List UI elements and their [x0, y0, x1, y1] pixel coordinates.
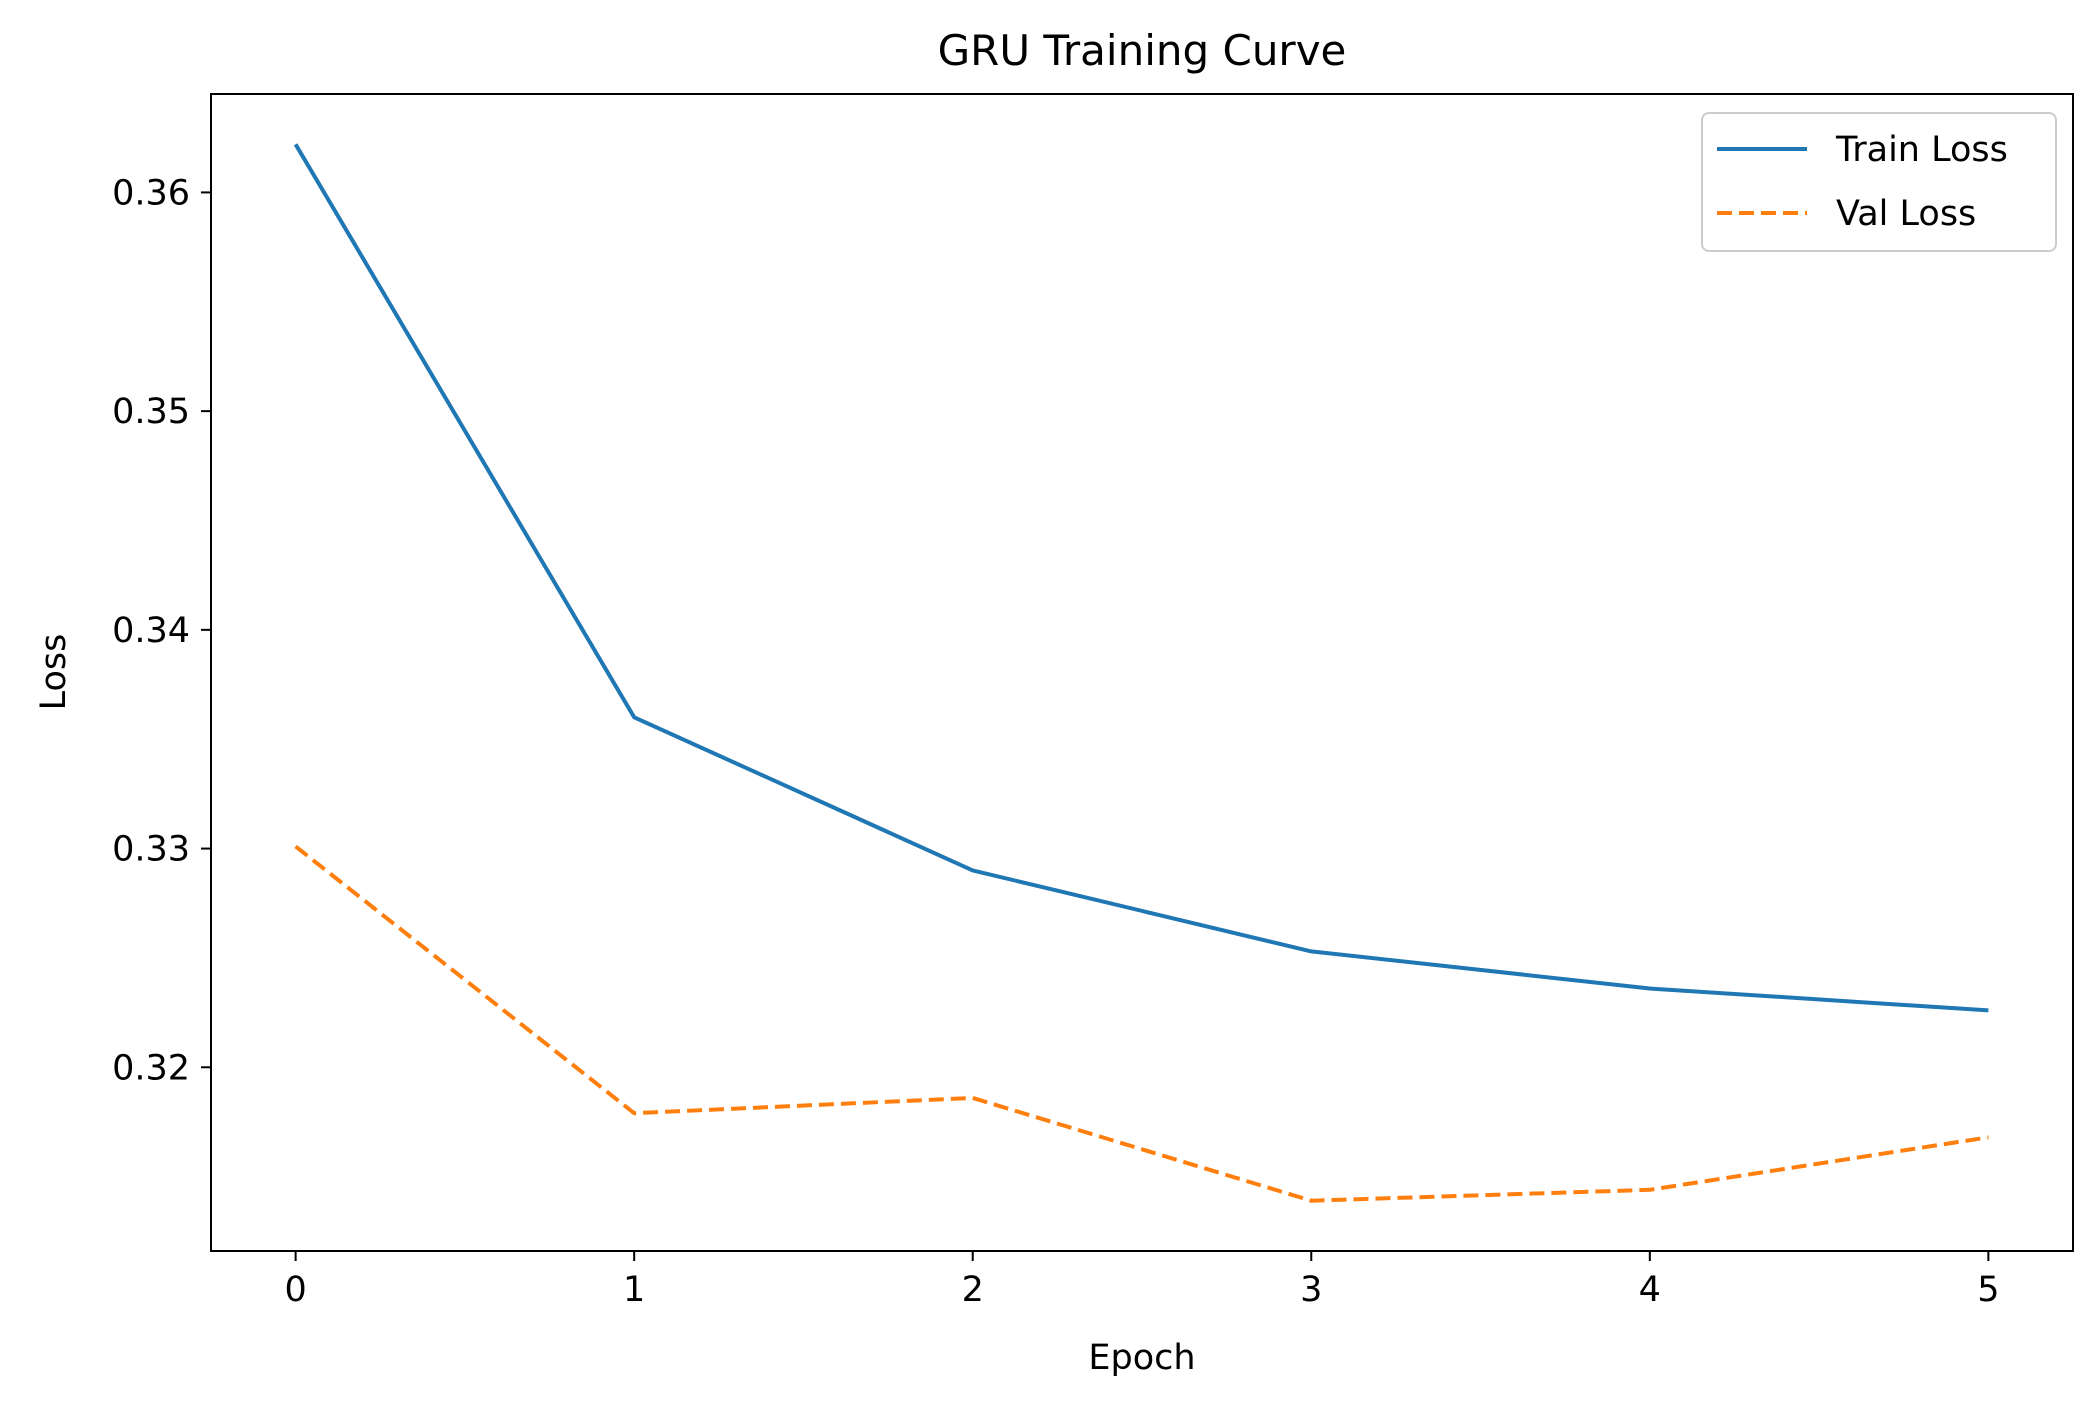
y-tick-label: 0.35 — [112, 392, 190, 432]
plot-area-frame — [210, 93, 2074, 1252]
x-tick-label: 2 — [962, 1270, 984, 1310]
x-tick-label: 0 — [284, 1270, 306, 1310]
chart-title: GRU Training Curve — [938, 26, 1347, 75]
x-tick-label: 4 — [1639, 1270, 1661, 1310]
series-line-val-loss — [294, 844, 1989, 1203]
y-tick-label: 0.34 — [112, 611, 190, 651]
y-tick-label: 0.33 — [112, 830, 190, 870]
x-tick-label: 1 — [623, 1270, 645, 1310]
x-tick-label: 3 — [1300, 1270, 1322, 1310]
y-axis-label: Loss — [34, 634, 74, 711]
legend: Train Loss Val Loss — [1701, 112, 2057, 252]
series-layer — [293, 143, 1989, 1203]
x-tick-label: 5 — [1977, 1270, 1999, 1310]
x-axis-label: Epoch — [1088, 1338, 1195, 1378]
legend-label-val-loss: Val Loss — [1836, 194, 1976, 234]
legend-label-train-loss: Train Loss — [1835, 130, 2008, 170]
y-tick-label: 0.36 — [112, 173, 190, 213]
series-line-train-loss — [293, 143, 1989, 1013]
y-tick-label: 0.32 — [112, 1048, 190, 1088]
y-axis: 0.32 0.33 0.34 0.35 0.36 — [112, 173, 211, 1088]
x-axis: 0 1 2 3 4 5 — [284, 1251, 2000, 1310]
